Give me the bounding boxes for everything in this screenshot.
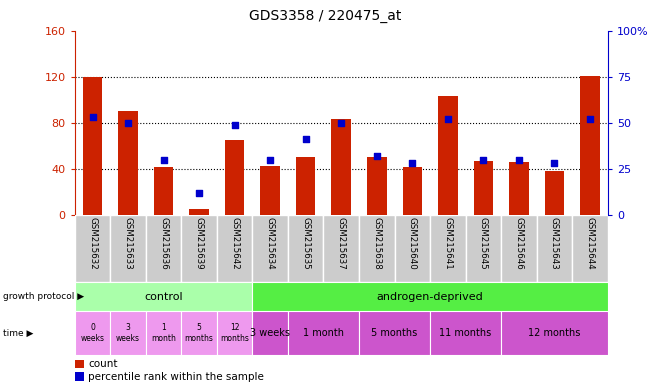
Text: GSM215636: GSM215636 [159,217,168,270]
Text: 5 months: 5 months [371,328,418,338]
Text: GSM215637: GSM215637 [337,217,346,270]
Bar [154,167,174,215]
Bar [402,167,422,215]
Text: GSM215643: GSM215643 [550,217,559,270]
FancyBboxPatch shape [252,282,608,311]
Point [549,161,560,167]
Text: GDS3358 / 220475_at: GDS3358 / 220475_at [249,9,401,23]
Point [300,136,311,142]
Bar [580,76,600,215]
Bar [438,96,458,215]
Text: time ▶: time ▶ [3,329,34,338]
Point [514,157,524,163]
FancyBboxPatch shape [359,215,395,282]
FancyBboxPatch shape [146,311,181,355]
Bar [83,77,102,215]
Text: 12 months: 12 months [528,328,580,338]
FancyBboxPatch shape [75,282,252,311]
Text: GSM215639: GSM215639 [194,217,203,270]
FancyBboxPatch shape [501,215,537,282]
Bar [367,157,387,215]
Text: 3
weeks: 3 weeks [116,323,140,343]
FancyBboxPatch shape [501,311,608,355]
FancyBboxPatch shape [111,215,146,282]
Text: GSM215638: GSM215638 [372,217,382,270]
Text: 3 weeks: 3 weeks [250,328,290,338]
FancyBboxPatch shape [252,215,288,282]
Point [407,161,417,167]
Point [229,122,240,128]
FancyBboxPatch shape [537,215,572,282]
Text: 1 month: 1 month [303,328,344,338]
FancyBboxPatch shape [288,311,359,355]
Text: 0
weeks: 0 weeks [81,323,105,343]
Text: 5
months: 5 months [185,323,214,343]
Text: GSM215644: GSM215644 [586,217,595,270]
Point [194,190,204,196]
Point [265,157,276,163]
FancyBboxPatch shape [430,311,501,355]
FancyBboxPatch shape [217,215,252,282]
Text: GSM215634: GSM215634 [266,217,275,270]
Text: androgen-deprived: androgen-deprived [377,291,484,302]
FancyBboxPatch shape [572,215,608,282]
Point [336,120,346,126]
FancyBboxPatch shape [359,311,430,355]
Bar [261,166,280,215]
Bar [545,171,564,215]
Bar [225,140,244,215]
FancyBboxPatch shape [395,215,430,282]
FancyBboxPatch shape [252,311,288,355]
Text: GSM215646: GSM215646 [514,217,523,270]
Bar [474,161,493,215]
Text: GSM215645: GSM215645 [479,217,488,270]
Bar [75,359,84,368]
Text: control: control [144,291,183,302]
FancyBboxPatch shape [181,215,217,282]
Point [478,157,489,163]
Text: GSM215641: GSM215641 [443,217,452,270]
Point [159,157,169,163]
FancyBboxPatch shape [75,311,110,355]
Text: GSM215640: GSM215640 [408,217,417,270]
Text: GSM215642: GSM215642 [230,217,239,270]
FancyBboxPatch shape [75,215,110,282]
Bar [75,372,84,381]
Text: GSM215635: GSM215635 [301,217,310,270]
FancyBboxPatch shape [288,215,324,282]
FancyBboxPatch shape [111,311,146,355]
Text: count: count [88,359,118,369]
FancyBboxPatch shape [181,311,217,355]
Text: 11 months: 11 months [439,328,492,338]
Bar [118,111,138,215]
FancyBboxPatch shape [430,215,465,282]
Bar [332,119,351,215]
Bar [189,209,209,215]
Point [87,114,98,121]
Text: GSM215632: GSM215632 [88,217,97,270]
Bar [509,162,528,215]
FancyBboxPatch shape [324,215,359,282]
FancyBboxPatch shape [217,311,252,355]
Point [585,116,595,122]
Point [372,153,382,159]
Point [123,120,133,126]
FancyBboxPatch shape [465,215,501,282]
Text: growth protocol ▶: growth protocol ▶ [3,292,84,301]
Point [443,116,453,122]
Text: 12
months: 12 months [220,323,249,343]
Bar [296,157,315,215]
FancyBboxPatch shape [146,215,181,282]
Text: percentile rank within the sample: percentile rank within the sample [88,372,264,382]
Text: 1
month: 1 month [151,323,176,343]
Text: GSM215633: GSM215633 [124,217,133,270]
